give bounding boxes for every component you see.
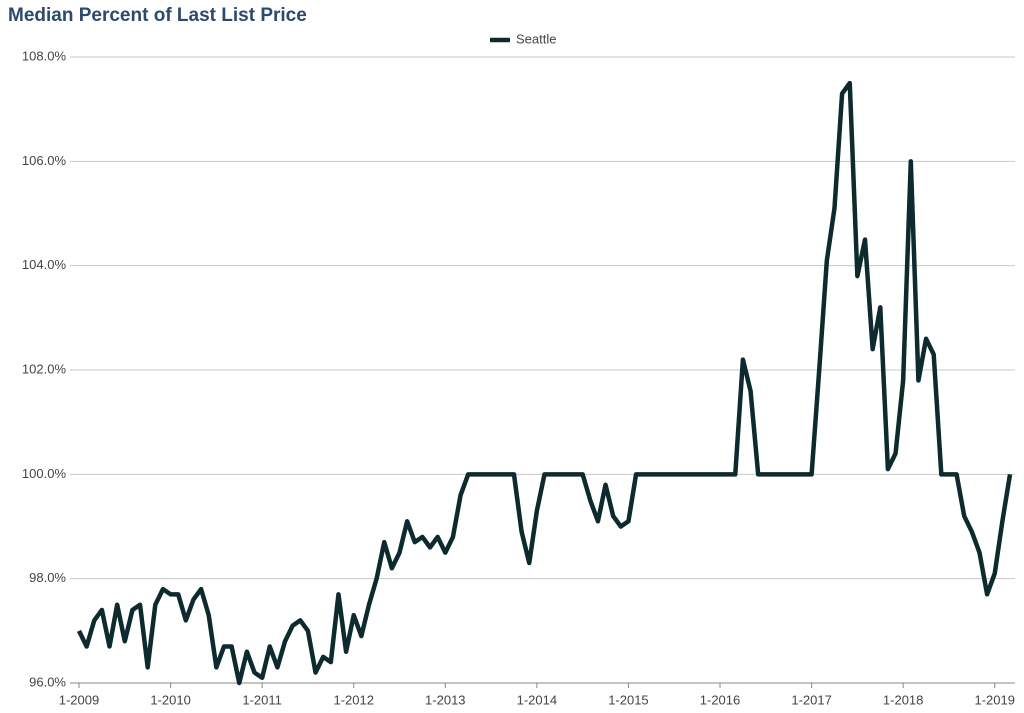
x-tick-label: 1-2012 [333, 692, 373, 707]
x-tick-label: 1-2016 [700, 692, 740, 707]
y-tick-label: 106.0% [22, 153, 67, 168]
y-tick-label: 96.0% [29, 674, 66, 689]
y-tick-label: 104.0% [22, 257, 67, 272]
y-tick-label: 102.0% [22, 361, 67, 376]
y-tick-label: 108.0% [22, 48, 67, 63]
x-tick-label: 1-2015 [608, 692, 648, 707]
y-tick-label: 98.0% [29, 570, 66, 585]
legend-label: Seattle [516, 31, 556, 46]
x-tick-label: 1-2009 [59, 692, 99, 707]
x-tick-label: 1-2019 [974, 692, 1014, 707]
x-tick-label: 1-2011 [242, 692, 282, 707]
x-tick-label: 1-2010 [150, 692, 190, 707]
data-line [76, 80, 1013, 686]
chart-title: Median Percent of Last List Price [8, 5, 307, 26]
x-tick-label: 1-2013 [425, 692, 465, 707]
x-tick-label: 1-2014 [517, 692, 557, 707]
x-tick-label: 1-2017 [791, 692, 831, 707]
x-tick-label: 1-2018 [883, 692, 923, 707]
y-tick-label: 100.0% [22, 466, 67, 481]
